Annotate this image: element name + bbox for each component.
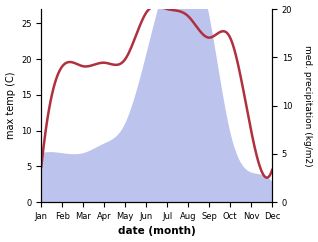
- Y-axis label: med. precipitation (kg/m2): med. precipitation (kg/m2): [303, 45, 313, 166]
- Y-axis label: max temp (C): max temp (C): [5, 72, 16, 139]
- X-axis label: date (month): date (month): [118, 227, 196, 236]
